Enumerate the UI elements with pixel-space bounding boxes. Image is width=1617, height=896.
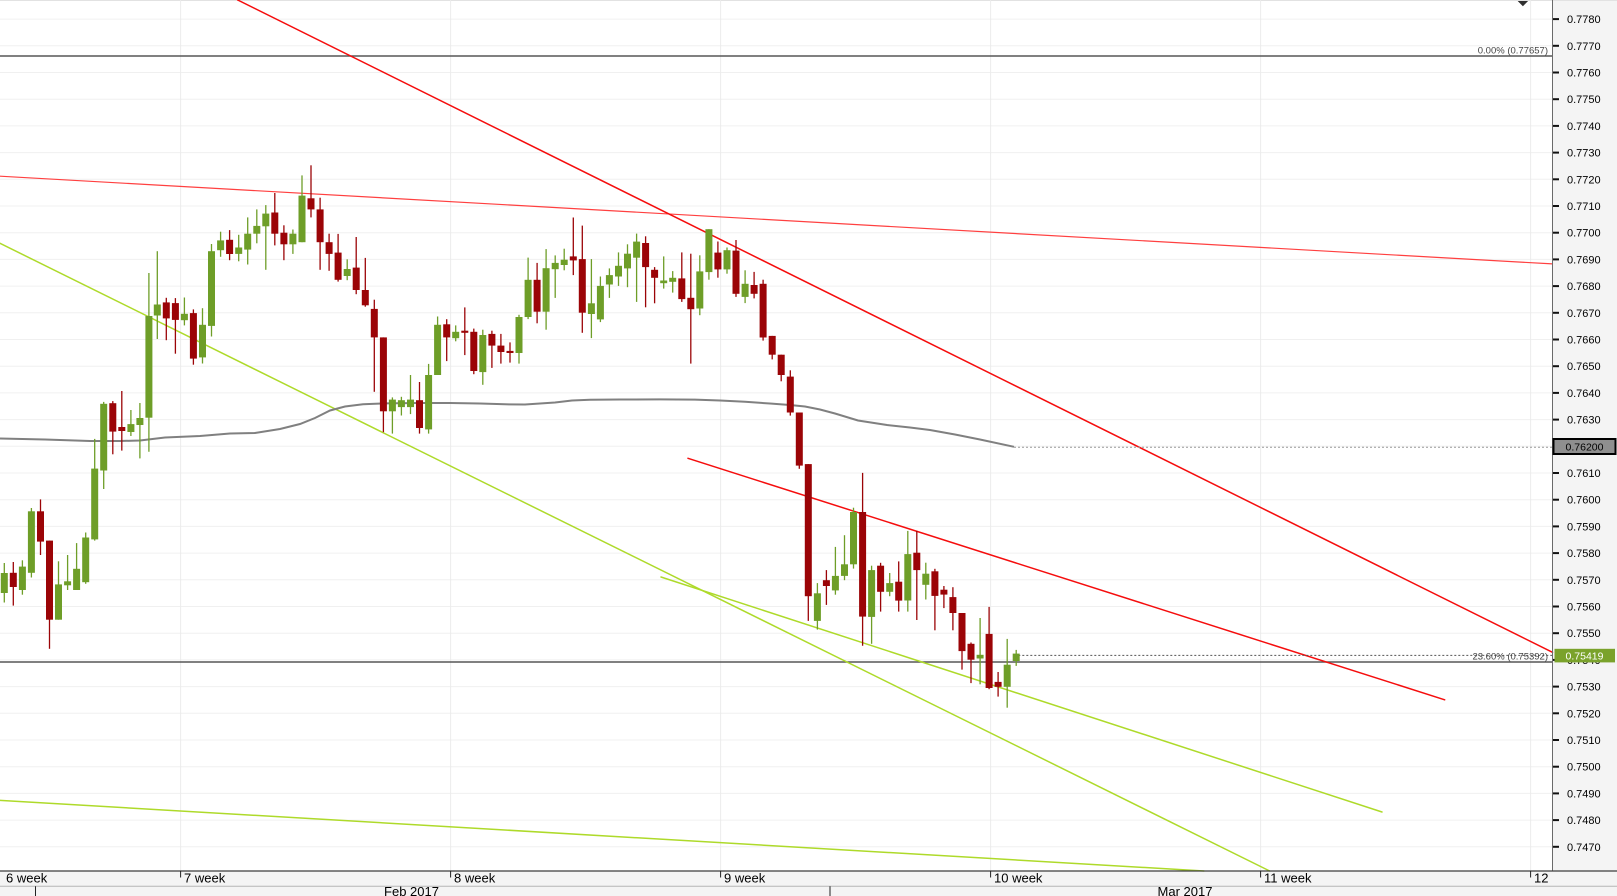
svg-text:0.7530: 0.7530: [1567, 682, 1601, 694]
svg-text:Mar 2017: Mar 2017: [1158, 884, 1213, 896]
svg-text:11 week: 11 week: [1264, 871, 1312, 886]
svg-text:0.75419: 0.75419: [1566, 651, 1604, 663]
svg-text:0.7760: 0.7760: [1567, 68, 1601, 80]
svg-text:0.7490: 0.7490: [1567, 788, 1601, 800]
svg-text:0.7480: 0.7480: [1567, 815, 1601, 827]
svg-text:7 week: 7 week: [184, 871, 226, 886]
svg-text:0.7730: 0.7730: [1567, 148, 1601, 160]
svg-text:0.7780: 0.7780: [1567, 14, 1601, 26]
svg-text:0.76200: 0.76200: [1566, 442, 1604, 454]
svg-text:0.7750: 0.7750: [1567, 94, 1601, 106]
svg-text:0.7600: 0.7600: [1567, 495, 1601, 507]
svg-text:0.7580: 0.7580: [1567, 548, 1601, 560]
svg-text:0.7680: 0.7680: [1567, 281, 1601, 293]
svg-text:0.7700: 0.7700: [1567, 228, 1601, 240]
svg-text:0.7550: 0.7550: [1567, 628, 1601, 640]
svg-text:23.60% (0.75392): 23.60% (0.75392): [1472, 652, 1548, 663]
svg-text:Feb 2017: Feb 2017: [384, 884, 439, 896]
svg-text:0.7570: 0.7570: [1567, 575, 1601, 587]
svg-text:9 week: 9 week: [724, 871, 766, 886]
svg-text:0.7740: 0.7740: [1567, 121, 1601, 133]
svg-text:0.7630: 0.7630: [1567, 415, 1601, 427]
svg-text:0.7520: 0.7520: [1567, 708, 1601, 720]
svg-text:0.7660: 0.7660: [1567, 335, 1601, 347]
svg-text:0.7670: 0.7670: [1567, 308, 1601, 320]
svg-text:0.7470: 0.7470: [1567, 842, 1601, 854]
svg-text:6 week: 6 week: [6, 871, 48, 886]
svg-text:0.7720: 0.7720: [1567, 174, 1601, 186]
svg-text:8 week: 8 week: [454, 871, 496, 886]
svg-text:0.7690: 0.7690: [1567, 254, 1601, 266]
svg-text:12: 12: [1534, 871, 1548, 886]
svg-text:0.7710: 0.7710: [1567, 201, 1601, 213]
svg-text:0.7650: 0.7650: [1567, 361, 1601, 373]
svg-text:0.7610: 0.7610: [1567, 468, 1601, 480]
svg-text:10 week: 10 week: [994, 871, 1043, 886]
svg-text:0.00% (0.77657): 0.00% (0.77657): [1478, 46, 1548, 57]
svg-text:0.7640: 0.7640: [1567, 388, 1601, 400]
svg-text:0.7770: 0.7770: [1567, 41, 1601, 53]
svg-text:0.7590: 0.7590: [1567, 521, 1601, 533]
svg-text:0.7500: 0.7500: [1567, 762, 1601, 774]
svg-text:0.7510: 0.7510: [1567, 735, 1601, 747]
svg-text:0.7560: 0.7560: [1567, 602, 1601, 614]
